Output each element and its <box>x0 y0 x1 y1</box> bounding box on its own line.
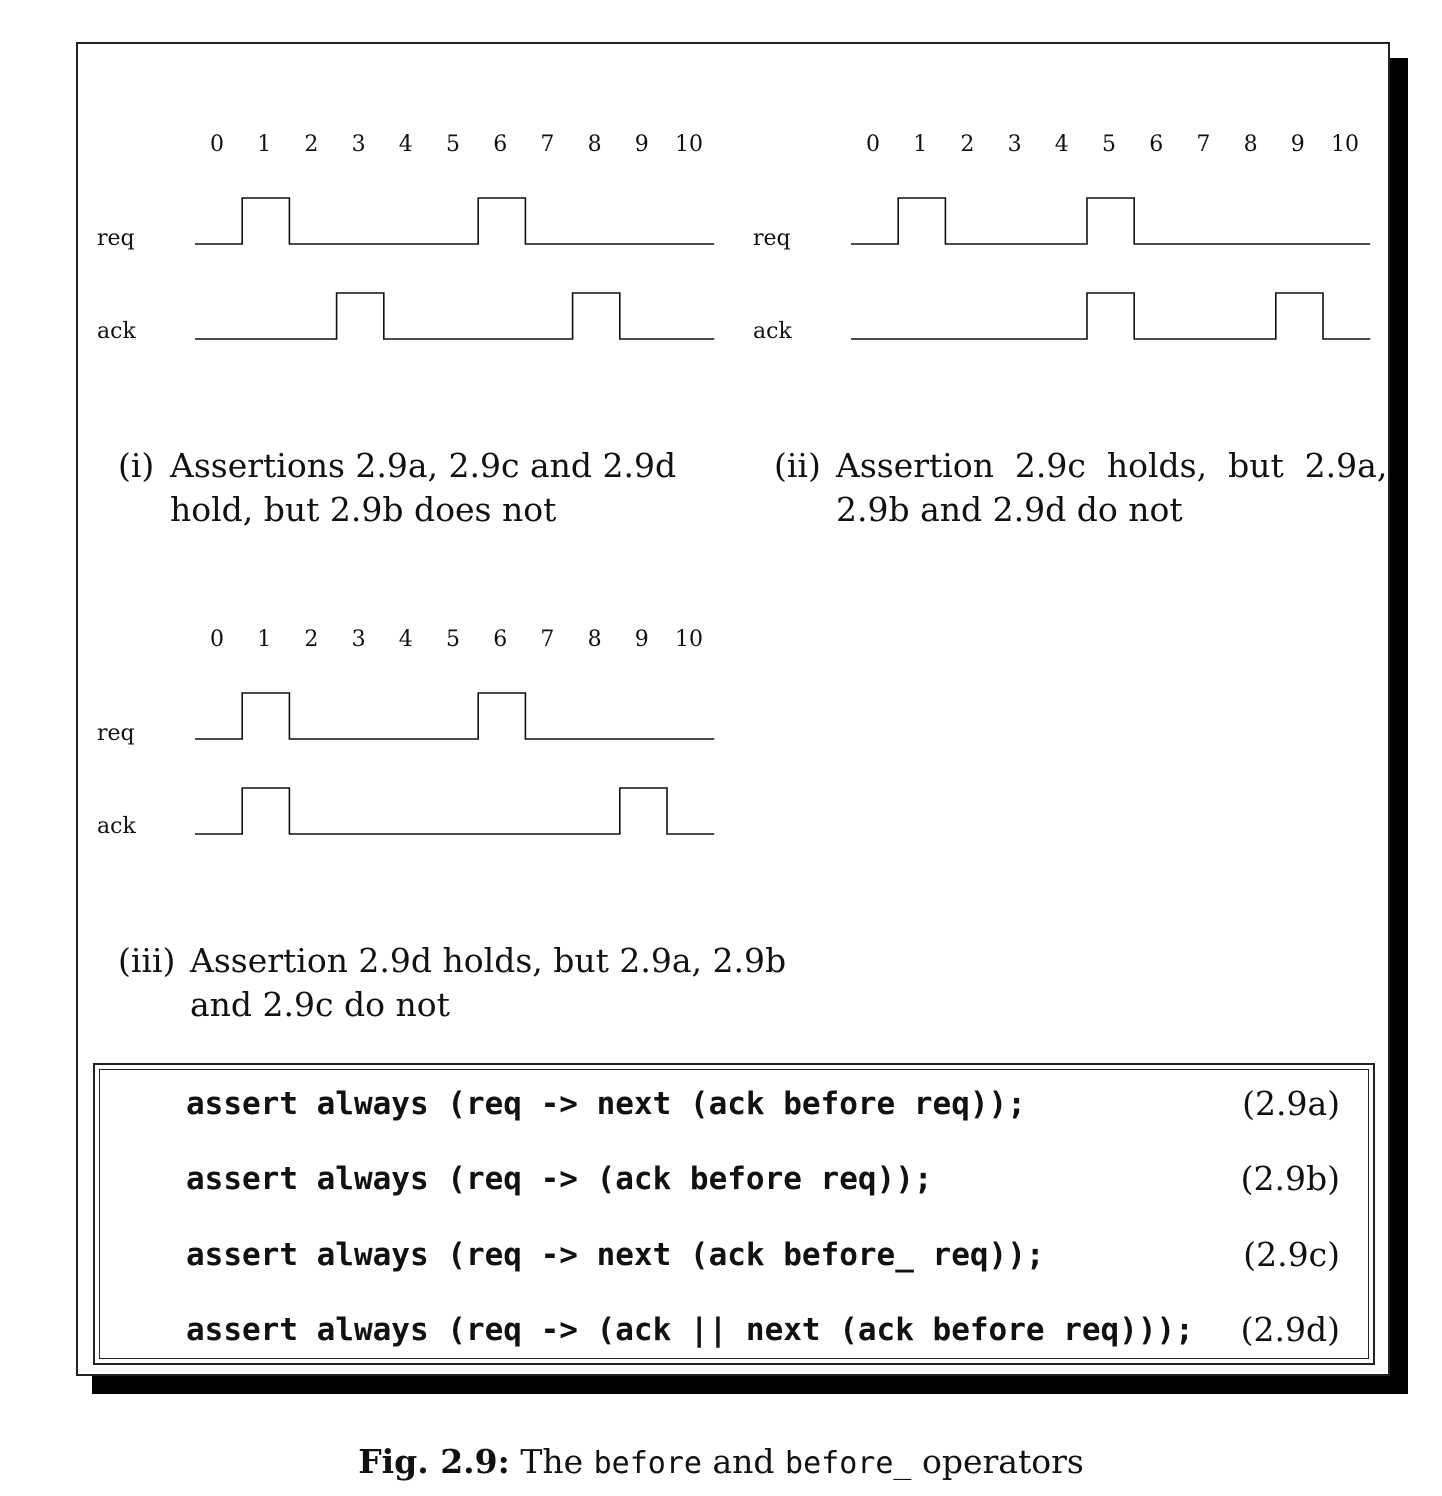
equation-ref: (2.9b) <box>1240 1159 1340 1198</box>
caption-iii-label: (iii) <box>118 941 176 980</box>
figure-caption-text-2: and <box>712 1442 775 1481</box>
caption-iii: (iii) Assertion 2.9d holds, but 2.9a, 2.… <box>118 939 786 1029</box>
req-signal-label: req <box>97 721 135 746</box>
figure-caption-text-1: The <box>520 1442 584 1481</box>
caption-ii-line-1: Assertion 2.9c holds, but 2.9a, <box>836 446 1388 485</box>
req-waveform <box>195 197 715 245</box>
ack-waveform <box>851 292 1371 340</box>
req-signal-label: req <box>753 226 791 251</box>
tick-label-4: 4 <box>1055 132 1069 157</box>
assertion-code: assert always (req -> (ack before req)); <box>186 1161 933 1197</box>
assertion-code: assert always (req -> next (ack before r… <box>186 1086 1026 1122</box>
tick-label-8: 8 <box>588 132 602 157</box>
assertion-code: assert always (req -> (ack || next (ack … <box>186 1312 1194 1348</box>
tick-label-6: 6 <box>493 627 507 652</box>
ack-waveform <box>195 787 715 835</box>
caption-iii-line-1: Assertion 2.9d holds, but 2.9a, 2.9b <box>190 941 787 980</box>
assertion-code: assert always (req -> next (ack before_ … <box>186 1237 1045 1273</box>
tick-label-7: 7 <box>1196 132 1210 157</box>
tick-label-7: 7 <box>540 132 554 157</box>
tick-label-6: 6 <box>493 132 507 157</box>
tick-label-9: 9 <box>635 132 649 157</box>
timing-diagram-i: 0 1 2 3 4 5 6 7 8 9 10 req ack <box>97 132 715 344</box>
tick-label-3: 3 <box>1008 132 1022 157</box>
caption-ii-label: (ii) <box>774 446 821 485</box>
figure-caption-text-3: operators <box>921 1442 1084 1481</box>
tick-label-9: 9 <box>1291 132 1305 157</box>
tick-label-3: 3 <box>352 132 366 157</box>
tick-label-0: 0 <box>210 627 224 652</box>
assertion-row-2-9b: assert always (req -> (ack before req));… <box>100 1159 1368 1199</box>
assertions-box: assert always (req -> next (ack before r… <box>93 1063 1375 1365</box>
tick-label-5: 5 <box>1102 132 1116 157</box>
figure-caption-operator-1: before <box>593 1446 702 1481</box>
figure-caption-operator-2: before_ <box>785 1446 912 1481</box>
tick-label-1: 1 <box>257 132 271 157</box>
equation-ref: (2.9c) <box>1243 1235 1340 1274</box>
tick-label-10: 10 <box>675 132 703 157</box>
tick-label-7: 7 <box>540 627 554 652</box>
tick-label-2: 2 <box>304 627 318 652</box>
tick-label-1: 1 <box>913 132 927 157</box>
tick-label-4: 4 <box>399 627 413 652</box>
tick-label-10: 10 <box>675 627 703 652</box>
tick-label-0: 0 <box>866 132 880 157</box>
tick-label-2: 2 <box>960 132 974 157</box>
tick-label-1: 1 <box>257 627 271 652</box>
assertion-row-2-9d: assert always (req -> (ack || next (ack … <box>100 1310 1368 1350</box>
tick-label-10: 10 <box>1331 132 1359 157</box>
caption-i-line-2: hold, but 2.9b does not <box>170 490 557 529</box>
tick-label-0: 0 <box>210 132 224 157</box>
req-waveform <box>851 197 1371 245</box>
ack-waveform <box>195 292 715 340</box>
figure-frame <box>76 42 1390 1376</box>
tick-label-8: 8 <box>1244 132 1258 157</box>
tick-label-9: 9 <box>635 627 649 652</box>
timing-diagram-iii: 0 1 2 3 4 5 6 7 8 9 10 req ack <box>97 627 715 839</box>
tick-label-2: 2 <box>304 132 318 157</box>
caption-i-label: (i) <box>118 446 155 485</box>
caption-ii: (ii) Assertion 2.9c holds, but 2.9a, 2.9… <box>774 444 1387 534</box>
caption-i-line-1: Assertions 2.9a, 2.9c and 2.9d <box>170 446 677 485</box>
req-signal-label: req <box>97 226 135 251</box>
ack-signal-label: ack <box>97 814 136 839</box>
tick-label-8: 8 <box>588 627 602 652</box>
assertions-box-inner: assert always (req -> next (ack before r… <box>99 1069 1369 1359</box>
assertion-row-2-9a: assert always (req -> next (ack before r… <box>100 1084 1368 1124</box>
ack-signal-label: ack <box>753 319 792 344</box>
caption-iii-line-2: and 2.9c do not <box>190 985 450 1024</box>
ack-signal-label: ack <box>97 319 136 344</box>
equation-ref: (2.9a) <box>1242 1084 1340 1123</box>
timing-diagram-ii: 0 1 2 3 4 5 6 7 8 9 10 req ack <box>753 132 1371 344</box>
tick-label-3: 3 <box>352 627 366 652</box>
tick-label-5: 5 <box>446 627 460 652</box>
assertion-row-2-9c: assert always (req -> next (ack before_ … <box>100 1235 1368 1275</box>
tick-label-5: 5 <box>446 132 460 157</box>
caption-i: (i) Assertions 2.9a, 2.9c and 2.9d hold,… <box>118 444 678 534</box>
equation-ref: (2.9d) <box>1240 1310 1340 1349</box>
caption-ii-line-2: 2.9b and 2.9d do not <box>836 490 1183 529</box>
req-waveform <box>195 692 715 740</box>
tick-label-6: 6 <box>1149 132 1163 157</box>
figure-caption: Fig. 2.9: The before and before_ operato… <box>0 1440 1442 1486</box>
figure-label: Fig. 2.9: <box>358 1442 510 1481</box>
tick-label-4: 4 <box>399 132 413 157</box>
